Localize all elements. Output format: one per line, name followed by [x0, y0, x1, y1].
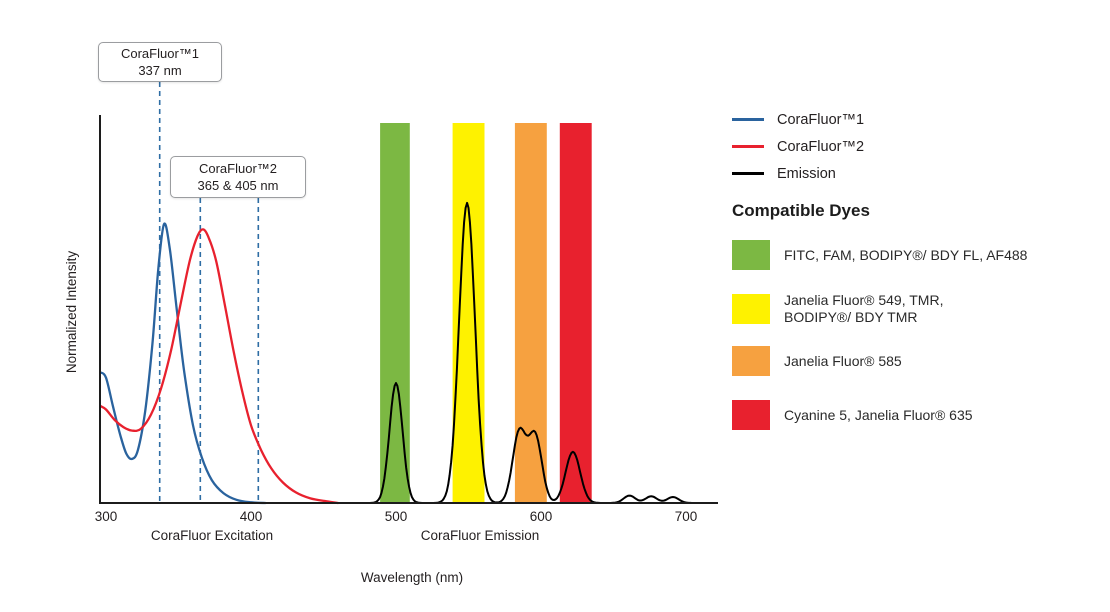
x-tick-label-300: 300: [95, 509, 118, 524]
emission-band-2: [514, 123, 547, 503]
annotation-value: 365 & 405 nm: [197, 178, 279, 193]
emission-band-1: [452, 123, 485, 503]
emission-line-swatch: [732, 172, 764, 175]
emission-band-3: [559, 123, 592, 503]
corafluor1-line-swatch: [732, 118, 764, 121]
y-axis-label: Normalized Intensity: [64, 251, 79, 374]
dye-row-jf549: Janelia Fluor® 549, TMR, BODIPY®/ BDY TM…: [732, 292, 943, 326]
corafluor2-line-swatch: [732, 145, 764, 148]
dye-label-line: Janelia Fluor® 549, TMR,: [784, 292, 944, 308]
chart-legend: CoraFluor™1 CoraFluor™2 Emission: [732, 106, 864, 187]
dye-label-line: BODIPY®/ BDY TMR: [784, 309, 918, 325]
legend-item-corafluor2: CoraFluor™2: [732, 133, 864, 160]
dye-row-cy5: Cyanine 5, Janelia Fluor® 635: [732, 400, 973, 430]
annotation-value: 337 nm: [138, 63, 182, 78]
dye-label: Janelia Fluor® 549, TMR, BODIPY®/ BDY TM…: [784, 292, 943, 326]
dye-label: FITC, FAM, BODIPY®/ BDY FL, AF488: [784, 247, 1027, 264]
x-tick-label-500: 500: [385, 509, 408, 524]
green-dye-swatch: [732, 240, 770, 270]
emission-section-label: CoraFluor Emission: [421, 528, 540, 543]
dye-label-line: FITC, FAM, BODIPY®/ BDY FL, AF488: [784, 246, 1028, 263]
legend-item-label: CoraFluor™2: [777, 138, 865, 155]
legend-item-label: Emission: [777, 165, 836, 182]
annotation-title: CoraFluor™1: [120, 46, 200, 61]
red-dye-swatch: [732, 400, 770, 430]
excitation-curve-corafluor1: [99, 222, 267, 505]
dye-row-jf585: Janelia Fluor® 585: [732, 346, 902, 376]
yellow-dye-swatch: [732, 294, 770, 324]
dye-label-line: Cyanine 5, Janelia Fluor® 635: [784, 406, 973, 423]
dye-label: Janelia Fluor® 585: [784, 353, 902, 370]
x-tick-label-600: 600: [530, 509, 553, 524]
x-axis-label: Wavelength (nm): [361, 570, 463, 585]
dye-label: Cyanine 5, Janelia Fluor® 635: [784, 407, 973, 424]
dye-label-line: Janelia Fluor® 585: [784, 352, 902, 369]
dye-row-fitc: FITC, FAM, BODIPY®/ BDY FL, AF488: [732, 240, 1027, 270]
legend-item-label: CoraFluor™1: [777, 111, 865, 128]
annotation-box-corafluor2: CoraFluor™2 365 & 405 nm: [170, 156, 306, 198]
legend-item-corafluor1: CoraFluor™1: [732, 106, 864, 133]
orange-dye-swatch: [732, 346, 770, 376]
excitation-section-label: CoraFluor Excitation: [151, 528, 273, 543]
annotation-box-corafluor1: CoraFluor™1 337 nm: [98, 42, 222, 82]
annotation-title: CoraFluor™2: [198, 161, 278, 176]
legend-item-emission: Emission: [732, 160, 864, 187]
compatible-dyes-heading: Compatible Dyes: [732, 201, 870, 220]
x-tick-label-700: 700: [675, 509, 698, 524]
excitation-curve-corafluor2: [99, 228, 340, 505]
emission-band-0: [380, 123, 410, 503]
x-tick-label-400: 400: [240, 509, 263, 524]
